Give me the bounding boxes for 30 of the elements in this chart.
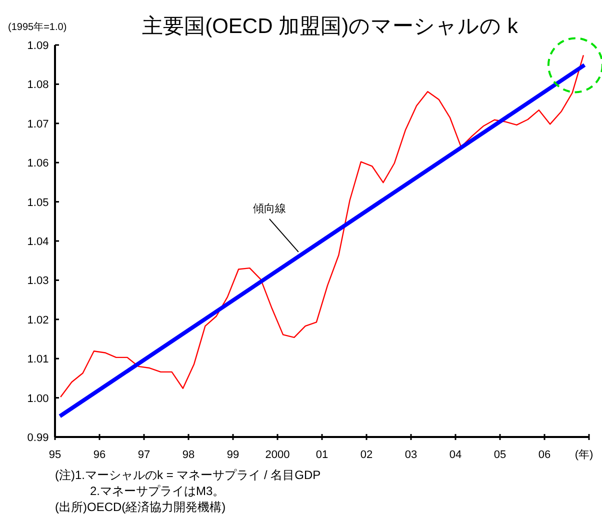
x-tick-label: 04: [449, 449, 462, 461]
x-tick-label: 98: [182, 449, 195, 461]
x-tick-label: 99: [226, 449, 240, 461]
text: (出所)OECD(経済協力開発機構): [55, 500, 226, 514]
y-tick-label: 1.00: [27, 392, 49, 405]
annotation: 傾向線: [252, 202, 286, 215]
y-tick-label: 1.09: [27, 40, 49, 52]
y-tick-label: 1.04: [27, 236, 49, 248]
x-tick-label: 06: [538, 449, 551, 461]
x-tick-label: 03: [404, 449, 418, 461]
y-tick-label: 1.06: [27, 158, 49, 170]
text: 2.マネーサプライはM3。: [90, 484, 225, 498]
x-tick-label: 01: [316, 449, 328, 461]
chart-title: 主要国(OECD 加盟国)のマーシャルの k: [142, 15, 518, 38]
y-tick-label: 1.05: [27, 196, 49, 209]
y-tick-label: 0.99: [27, 432, 49, 444]
y-tick-label: 1.07: [27, 118, 49, 130]
y-tick-label: 1.08: [27, 79, 49, 92]
x-tick-label: 05: [494, 449, 506, 461]
y-tick-label: 1.01: [27, 354, 49, 366]
x-axis-title: (年): [574, 449, 594, 461]
y-tick-label: 1.03: [27, 275, 49, 288]
x-tick-label: 95: [48, 449, 62, 461]
x-tick-label: 02: [360, 449, 373, 461]
x-tick-label: 97: [138, 449, 150, 461]
x-tick-label: 2000: [265, 449, 290, 461]
text: (注)1.マーシャルのk = マネーサプライ / 名目GDP: [55, 468, 321, 482]
y-axis-title: (1995年=1.0): [8, 21, 67, 33]
y-tick-label: 1.02: [27, 314, 49, 326]
x-tick-label: 96: [93, 449, 106, 461]
